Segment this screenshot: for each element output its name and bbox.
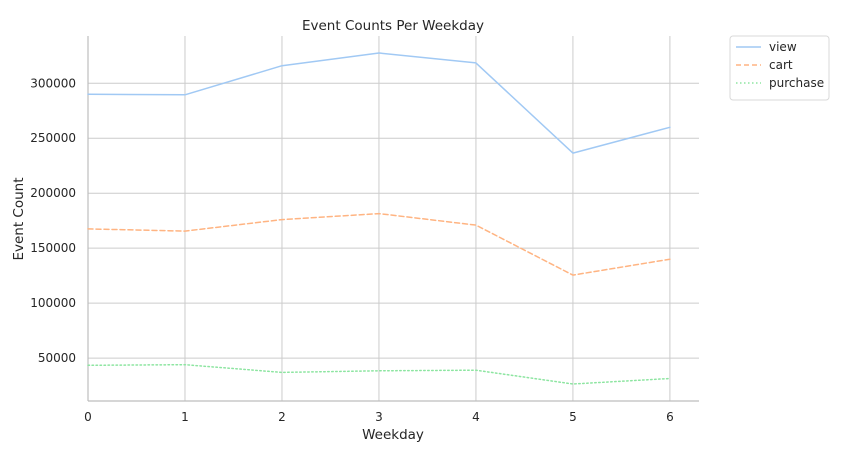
grid-lines (87, 36, 699, 401)
x-tick-label: 5 (569, 410, 577, 424)
x-tick-label: 6 (666, 410, 674, 424)
legend-frame (729, 35, 830, 101)
x-axis-label: Weekday (362, 427, 424, 443)
x-tick-label: 1 (181, 410, 189, 424)
legend-label-cart: cart (769, 58, 793, 72)
y-axis-label: Event Count (11, 177, 27, 260)
axes (87, 36, 699, 402)
legend-label-view: view (769, 40, 797, 54)
y-tick-label: 50000 (38, 351, 76, 365)
y-tick-label: 200000 (30, 186, 76, 200)
x-tick-label: 4 (472, 410, 480, 424)
x-tick-label: 2 (278, 410, 286, 424)
series-lines (87, 52, 671, 385)
series-line-cart (87, 212, 671, 276)
y-tick-label: 150000 (30, 241, 76, 255)
series-line-purchase (87, 363, 671, 385)
x-tick-label: 3 (375, 410, 383, 424)
legend: view cart purchase (729, 35, 830, 101)
series-line-view (87, 52, 671, 154)
y-tick-label: 100000 (30, 296, 76, 310)
chart-title: Event Counts Per Weekday (302, 18, 484, 34)
legend-label-purchase: purchase (769, 76, 824, 90)
tick-labels: 0 1 2 3 4 5 6 50000 100000 150000 200000 250000 3000… (30, 76, 674, 424)
y-tick-label: 300000 (30, 76, 76, 90)
x-tick-label: 0 (84, 410, 92, 424)
y-tick-label: 250000 (30, 131, 76, 145)
